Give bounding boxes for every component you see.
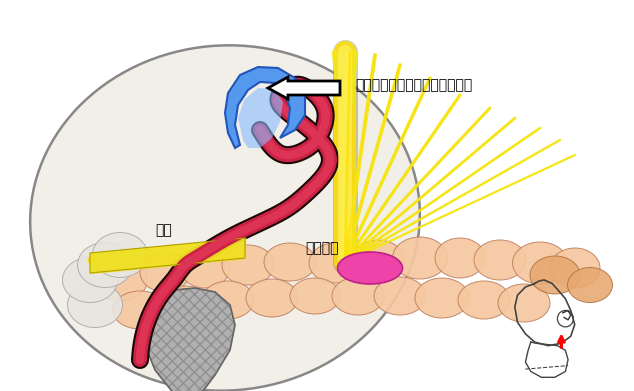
Polygon shape xyxy=(145,288,235,391)
Ellipse shape xyxy=(159,286,211,324)
Ellipse shape xyxy=(309,243,361,283)
Ellipse shape xyxy=(458,281,510,319)
Ellipse shape xyxy=(415,278,469,318)
Ellipse shape xyxy=(140,252,190,292)
Ellipse shape xyxy=(180,248,230,288)
Ellipse shape xyxy=(112,291,167,329)
Ellipse shape xyxy=(290,278,340,314)
Ellipse shape xyxy=(222,245,274,285)
Ellipse shape xyxy=(202,281,254,319)
Ellipse shape xyxy=(567,267,612,303)
Polygon shape xyxy=(225,67,305,148)
Ellipse shape xyxy=(337,252,403,284)
FancyArrow shape xyxy=(268,77,340,99)
Ellipse shape xyxy=(550,248,600,288)
Ellipse shape xyxy=(374,277,426,315)
Ellipse shape xyxy=(474,240,526,280)
Ellipse shape xyxy=(63,258,117,303)
Ellipse shape xyxy=(352,240,404,280)
Ellipse shape xyxy=(264,243,316,281)
Ellipse shape xyxy=(246,279,298,317)
Ellipse shape xyxy=(93,233,148,278)
Ellipse shape xyxy=(392,237,448,279)
Ellipse shape xyxy=(530,256,580,294)
Ellipse shape xyxy=(332,277,384,315)
Ellipse shape xyxy=(30,45,420,391)
Polygon shape xyxy=(238,88,283,148)
Ellipse shape xyxy=(67,283,122,328)
Ellipse shape xyxy=(512,242,567,284)
Text: 顔面神経: 顔面神経 xyxy=(305,241,339,255)
Ellipse shape xyxy=(77,242,133,287)
Ellipse shape xyxy=(498,284,550,322)
Text: 血管をテープでつり上げて移動: 血管をテープでつり上げて移動 xyxy=(355,78,472,92)
Ellipse shape xyxy=(93,259,148,301)
Ellipse shape xyxy=(435,238,485,278)
Text: 血管: 血管 xyxy=(155,223,172,237)
